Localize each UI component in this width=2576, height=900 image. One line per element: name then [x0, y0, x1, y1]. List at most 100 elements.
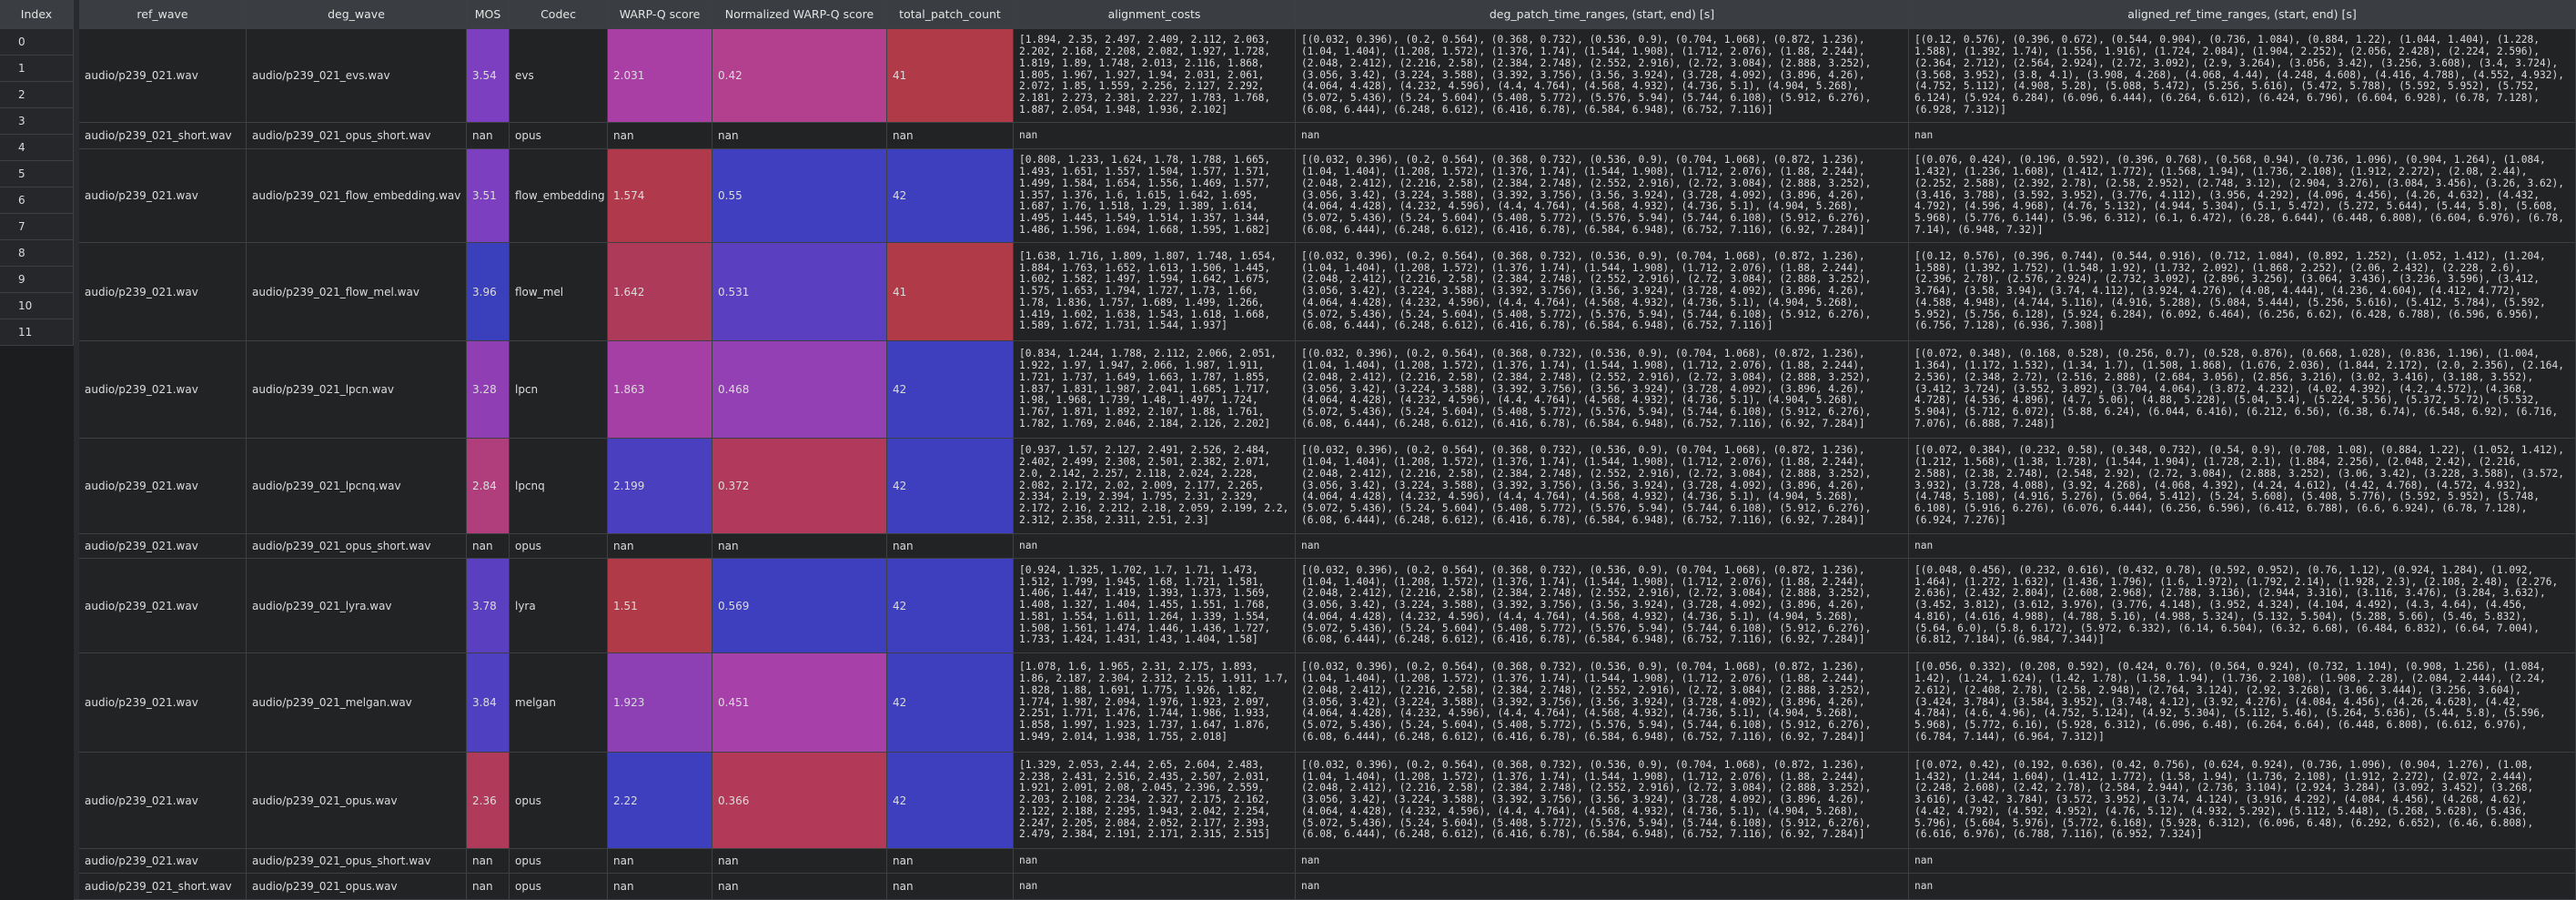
table-cell: audio/p239_021.wav [79, 243, 247, 341]
index-cell: 7 [0, 214, 74, 240]
table-cell: [(0.032, 0.396), (0.2, 0.564), (0.368, 0… [1296, 29, 1909, 123]
table-cell: 0.372 [712, 439, 887, 534]
table-cell: nan [1296, 849, 1909, 874]
table-cell: [(0.072, 0.42), (0.192, 0.636), (0.42, 0… [1909, 753, 2576, 849]
table-cell: nan [1296, 123, 1909, 149]
column-header: aligned_ref_time_ranges, (start, end) [s… [1909, 0, 2576, 29]
table-cell: audio/p239_021_lpcnq.wav [247, 439, 467, 534]
table-cell: 1.923 [608, 653, 712, 753]
column-header: deg_wave [247, 0, 467, 29]
table-cell: nan [712, 849, 887, 874]
table-cell: [0.808, 1.233, 1.624, 1.78, 1.788, 1.665… [1014, 149, 1296, 243]
table-cell: audio/p239_021_lpcn.wav [247, 341, 467, 439]
table-cell: nan [712, 874, 887, 900]
table-cell: 2.031 [608, 29, 712, 123]
table-cell: nan [467, 849, 510, 874]
column-header: WARP-Q score [608, 0, 712, 29]
table-cell: audio/p239_021.wav [79, 534, 247, 559]
table-cell: 0.366 [712, 753, 887, 849]
table-cell: audio/p239_021.wav [79, 653, 247, 753]
table-cell: nan [467, 123, 510, 149]
table-cell: [(0.12, 0.576), (0.396, 0.744), (0.544, … [1909, 243, 2576, 341]
table-cell: nan [467, 534, 510, 559]
table-cell: 3.54 [467, 29, 510, 123]
table-cell: nan [1909, 123, 2576, 149]
column-header: alignment_costs [1014, 0, 1296, 29]
index-cell: 2 [0, 82, 74, 108]
table-cell: audio/p239_021_flow_mel.wav [247, 243, 467, 341]
table-cell: [(0.032, 0.396), (0.2, 0.564), (0.368, 0… [1296, 149, 1909, 243]
index-cell: 5 [0, 161, 74, 187]
table-cell: opus [510, 874, 608, 900]
table-cell: [(0.072, 0.384), (0.232, 0.58), (0.348, … [1909, 439, 2576, 534]
table-cell: 3.51 [467, 149, 510, 243]
table-cell: 2.36 [467, 753, 510, 849]
table-cell: 3.96 [467, 243, 510, 341]
table-cell: nan [608, 874, 712, 900]
table-cell: 1.863 [608, 341, 712, 439]
table-cell: 42 [887, 559, 1014, 653]
table-cell: [(0.032, 0.396), (0.2, 0.564), (0.368, 0… [1296, 341, 1909, 439]
table-cell: 42 [887, 653, 1014, 753]
table-cell: [(0.032, 0.396), (0.2, 0.564), (0.368, 0… [1296, 753, 1909, 849]
table-cell: nan [1014, 123, 1296, 149]
table-cell: 0.531 [712, 243, 887, 341]
table-cell: 1.642 [608, 243, 712, 341]
table-cell: nan [608, 123, 712, 149]
index-header: Index [0, 0, 74, 29]
table-cell: audio/p239_021_opus_short.wav [247, 123, 467, 149]
table-cell: nan [887, 534, 1014, 559]
index-cell: 3 [0, 108, 74, 135]
table-cell: [(0.072, 0.348), (0.168, 0.528), (0.256,… [1909, 341, 2576, 439]
table-cell: [1.894, 2.35, 2.497, 2.409, 2.112, 2.063… [1014, 29, 1296, 123]
table-cell: 42 [887, 753, 1014, 849]
table-cell: [(0.076, 0.424), (0.196, 0.592), (0.396,… [1909, 149, 2576, 243]
table-cell: audio/p239_021.wav [79, 29, 247, 123]
table-cell: nan [712, 123, 887, 149]
table-cell: 3.78 [467, 559, 510, 653]
table-cell: audio/p239_021_flow_embedding.wav [247, 149, 467, 243]
index-cell: 4 [0, 135, 74, 161]
table-cell: [(0.048, 0.456), (0.232, 0.616), (0.432,… [1909, 559, 2576, 653]
index-cell: 10 [0, 293, 74, 319]
table-cell: nan [887, 849, 1014, 874]
index-cell: 9 [0, 267, 74, 293]
table-cell: opus [510, 849, 608, 874]
table-cell: audio/p239_021_melgan.wav [247, 653, 467, 753]
table-cell: opus [510, 534, 608, 559]
table-cell: [(0.032, 0.396), (0.2, 0.564), (0.368, 0… [1296, 559, 1909, 653]
table-cell: lyra [510, 559, 608, 653]
index-cell: 0 [0, 29, 74, 56]
index-cell: 6 [0, 187, 74, 214]
table-cell: flow_embedding [510, 149, 608, 243]
table-cell: flow_mel [510, 243, 608, 341]
table-cell: [0.924, 1.325, 1.702, 1.7, 1.71, 1.473, … [1014, 559, 1296, 653]
table-cell: [(0.12, 0.576), (0.396, 0.672), (0.544, … [1909, 29, 2576, 123]
table-cell: 0.42 [712, 29, 887, 123]
table-cell: audio/p239_021.wav [79, 849, 247, 874]
table-cell: 41 [887, 29, 1014, 123]
table-cell: audio/p239_021.wav [79, 439, 247, 534]
table-cell: [1.638, 1.716, 1.809, 1.807, 1.748, 1.65… [1014, 243, 1296, 341]
table-cell: 42 [887, 341, 1014, 439]
table-cell: 2.22 [608, 753, 712, 849]
index-cell: 1 [0, 56, 74, 82]
table-cell: 1.574 [608, 149, 712, 243]
table-cell: 41 [887, 243, 1014, 341]
table-cell: [(0.056, 0.332), (0.208, 0.592), (0.424,… [1909, 653, 2576, 753]
column-header: Codec [510, 0, 608, 29]
table-cell: audio/p239_021_short.wav [79, 874, 247, 900]
table-cell: 2.199 [608, 439, 712, 534]
column-header: deg_patch_time_ranges, (start, end) [s] [1296, 0, 1909, 29]
table-cell: audio/p239_021_lyra.wav [247, 559, 467, 653]
table-cell: audio/p239_021_evs.wav [247, 29, 467, 123]
table-cell: evs [510, 29, 608, 123]
table-cell: [(0.032, 0.396), (0.2, 0.564), (0.368, 0… [1296, 439, 1909, 534]
table-cell: nan [1909, 534, 2576, 559]
table-cell: lpcn [510, 341, 608, 439]
table-cell: [1.078, 1.6, 1.965, 2.31, 2.175, 1.893, … [1014, 653, 1296, 753]
table-cell: melgan [510, 653, 608, 753]
table-cell: audio/p239_021_opus.wav [247, 874, 467, 900]
table-cell: nan [608, 849, 712, 874]
table-cell: nan [1296, 874, 1909, 900]
